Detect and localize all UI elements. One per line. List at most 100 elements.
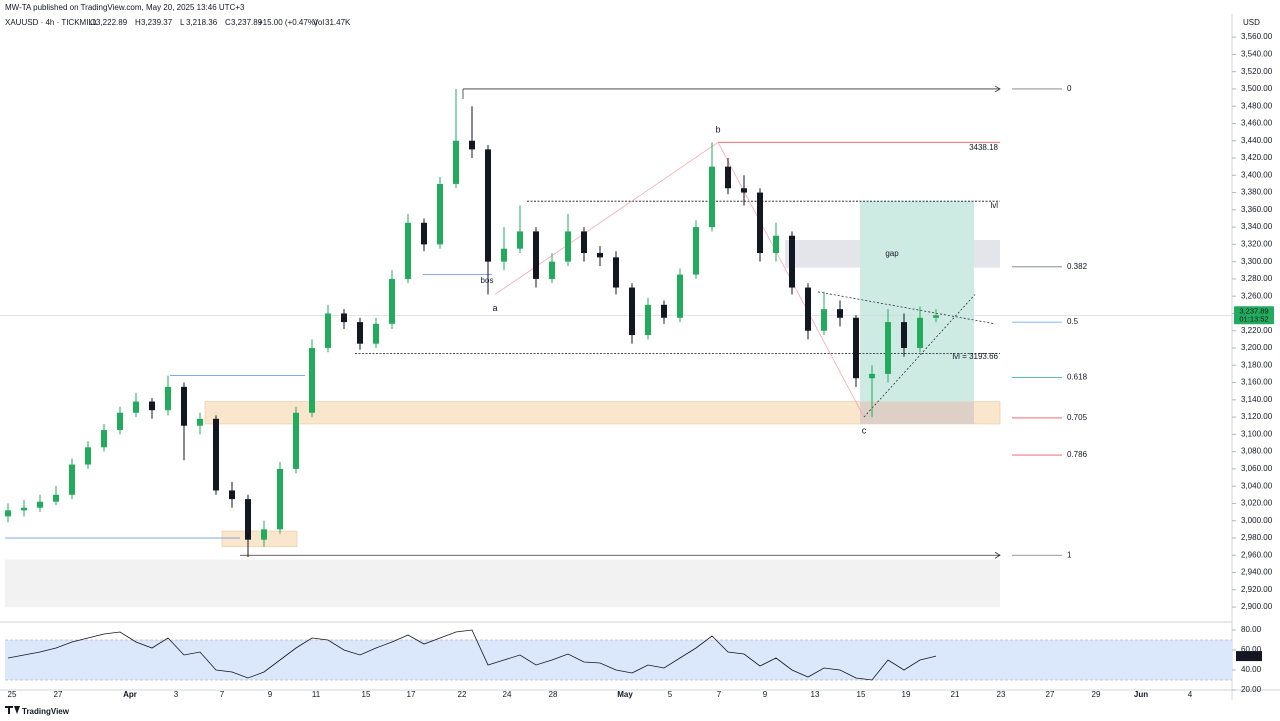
fib-label: 0.382 [1067,262,1088,271]
bos-label: bos [481,276,494,285]
fib-label: 0.786 [1067,450,1088,459]
y-tick-label: 3,260.00 [1241,291,1273,300]
y-tick-label: 3,540.00 [1241,50,1273,59]
x-tick-label: 22 [458,690,467,699]
candle-body [21,507,27,511]
candle-body [805,287,811,331]
currency: USD [1243,18,1260,27]
x-tick-label: 15 [362,690,371,699]
fib-label: 0.705 [1067,413,1088,422]
x-tick-label: 17 [407,690,416,699]
candle-body [117,412,123,431]
x-tick-label: 23 [997,690,1006,699]
wave-label: b [715,125,720,135]
fib-label: 1 [1067,550,1072,559]
y-tick-label: 2,940.00 [1241,568,1273,577]
x-tick-label: 7 [717,690,722,699]
candle-body [549,261,555,279]
candle-body [757,192,763,254]
brand: TradingView [22,707,70,716]
x-tick-label: 7 [220,690,225,699]
candle-body [709,166,715,228]
header-ov: 3,222.89 [96,18,128,27]
x-tick-label: 27 [54,690,63,699]
header-volv: 31.47K [325,18,351,27]
last-price: 3,237.89 [1239,306,1268,315]
y-tick-label: 3,400.00 [1241,170,1273,179]
candle-body [485,149,491,262]
fib-label: 0.618 [1067,372,1088,381]
rsi-value: 53.92 [1239,651,1260,660]
wave-label: c [862,425,867,435]
x-tick-label: 4 [1188,690,1193,699]
candle-body [85,447,91,465]
last-price-box [1234,306,1274,325]
candle-body [789,235,795,288]
y-tick-label: 3,460.00 [1241,119,1273,128]
candle-body [53,494,59,502]
candle-body [901,322,907,348]
candle-body [693,227,699,275]
x-tick-label: 24 [503,690,512,699]
candle-body [517,231,523,249]
candle-body [613,257,619,288]
y-tick-label: 3,520.00 [1241,67,1273,76]
candle-body [165,386,171,411]
x-tick-label: 27 [1046,690,1055,699]
y-tick-label: 3,020.00 [1241,499,1273,508]
y-tick-label: 2,980.00 [1241,533,1273,542]
x-tick-label: May [617,690,633,699]
candle-body [677,274,683,318]
candle-body [309,347,315,413]
candle-body [181,386,187,426]
y-tick-label: 3,360.00 [1241,205,1273,214]
candle-body [405,222,411,279]
header-o: O [90,18,96,27]
candle-body [341,313,347,323]
y-tick-label: 2,920.00 [1241,585,1273,594]
x-tick-label: 11 [312,690,321,699]
y-tick-label: 3,160.00 [1241,378,1273,387]
candle-body [133,401,139,413]
gap-label: gap [885,249,899,258]
wave-label: a [492,303,497,313]
zone [860,201,974,402]
candle-body [421,222,427,245]
arrow [994,85,1001,93]
x-tick-label: 25 [8,690,17,699]
rsi-tick-label: 80.00 [1241,625,1262,634]
x-tick-label: 3 [174,690,179,699]
triangle-lower [863,294,976,418]
candle-body [933,315,939,318]
countdown: 01:13:52 [1239,314,1268,323]
y-tick-label: 3,060.00 [1241,464,1273,473]
x-tick-label: 29 [1092,690,1101,699]
candle-body [245,499,251,540]
header-chg: +15.00 (+0.47%) [258,18,318,27]
header-vol: Vol [313,18,324,27]
rsi-band [5,640,1232,680]
y-tick-label: 3,200.00 [1241,343,1273,352]
bprice-label: 3438.18 [969,143,998,152]
y-tick-label: 3,140.00 [1241,395,1273,404]
y-tick-label: 2,900.00 [1241,602,1273,611]
candle-body [197,418,203,426]
candle-body [5,510,11,517]
zone [221,530,298,547]
header-h: H [135,18,141,27]
x-tick-label: 13 [811,690,820,699]
candle-body [357,322,363,344]
header-c: C [225,18,231,27]
y-tick-label: 3,080.00 [1241,447,1273,456]
y-tick-label: 3,300.00 [1241,257,1273,266]
y-tick-label: 2,960.00 [1241,550,1273,559]
logo [5,706,20,714]
x-tick-label: Apr [123,690,137,699]
candle-body [645,304,651,336]
arrow [994,551,1001,559]
header-lv: 3,218.36 [186,18,218,27]
y-tick-label: 3,380.00 [1241,188,1273,197]
candle-body [837,309,843,318]
y-tick-label: 3,180.00 [1241,360,1273,369]
rsi-tick-label: 20.00 [1241,685,1262,694]
